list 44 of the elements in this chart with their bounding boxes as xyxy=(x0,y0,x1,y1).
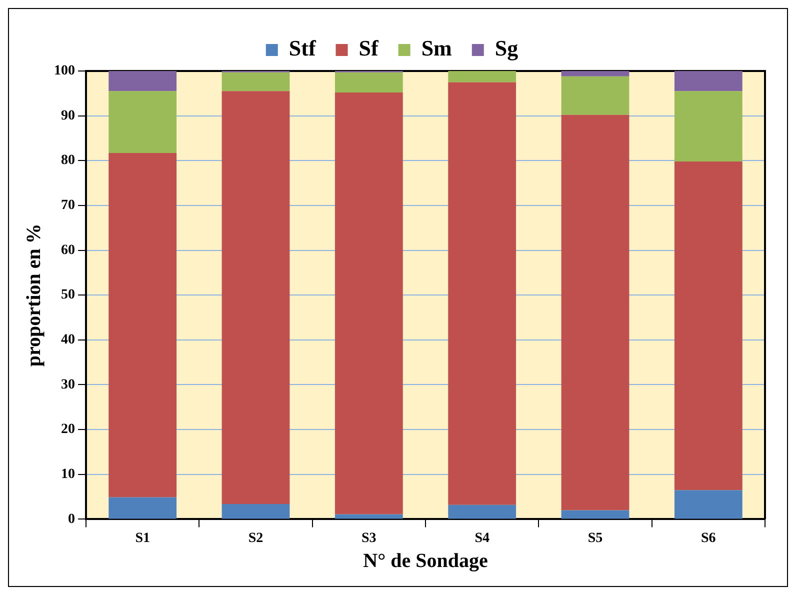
bar xyxy=(108,91,177,154)
x-tick-label: S5 xyxy=(588,531,603,546)
bar xyxy=(108,497,177,519)
y-tick-label: 10 xyxy=(61,466,75,482)
x-tick-label: S6 xyxy=(701,531,716,546)
x-tick-label: S4 xyxy=(474,531,490,546)
x-tick-label: S2 xyxy=(248,531,264,546)
y-tick-label: 40 xyxy=(61,332,75,348)
bar xyxy=(448,71,516,82)
legend-label: Sg xyxy=(494,36,518,61)
legend-label: Stf xyxy=(288,36,316,61)
bar xyxy=(448,82,516,505)
legend-label: Sf xyxy=(358,36,379,61)
y-axis-title: proportion en % xyxy=(23,224,46,367)
bar xyxy=(674,71,742,92)
y-tick-label: 90 xyxy=(61,108,75,124)
y-tick-label: 20 xyxy=(61,422,75,438)
bar xyxy=(108,153,177,498)
bar xyxy=(561,71,630,76)
x-tick-label: S1 xyxy=(135,531,150,546)
y-tick-label: 50 xyxy=(61,288,75,303)
y-tick-label: 30 xyxy=(61,377,75,392)
y-tick-label: 70 xyxy=(61,198,75,214)
bar xyxy=(222,91,290,504)
bar xyxy=(334,72,403,93)
bar xyxy=(674,490,742,519)
y-tick-label: 80 xyxy=(61,153,75,168)
bar xyxy=(222,504,290,519)
bar xyxy=(108,71,177,92)
legend-label: Sm xyxy=(421,36,452,61)
bar xyxy=(561,510,630,519)
x-tick-label: S3 xyxy=(362,531,376,546)
bar xyxy=(674,162,742,490)
bar xyxy=(448,504,516,519)
y-tick-label: 60 xyxy=(61,242,75,258)
bar xyxy=(334,514,403,519)
bar xyxy=(334,92,403,514)
y-tick-label: 100 xyxy=(54,64,75,79)
bar xyxy=(561,114,630,510)
bar xyxy=(561,76,630,115)
y-tick-label: 0 xyxy=(68,512,75,527)
bar xyxy=(222,72,290,92)
x-axis-title: N° de Sondage xyxy=(363,550,488,572)
bar xyxy=(674,91,742,162)
